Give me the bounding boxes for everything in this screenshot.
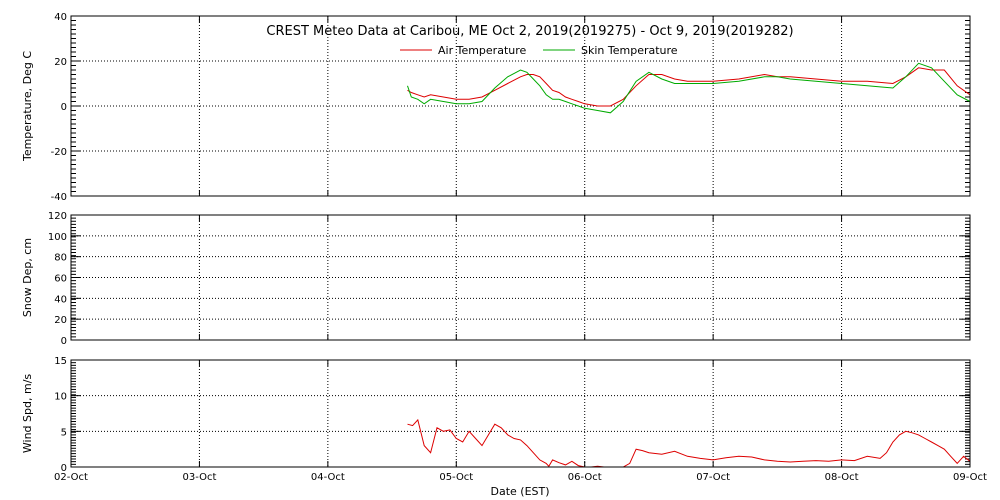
x-tick-label-6: 08-Oct [825,472,859,483]
chart-title: CREST Meteo Data at Caribou, ME Oct 2, 2… [266,24,793,39]
x-tick-label-4: 06-Oct [568,472,602,483]
panel2-series-0 [407,418,971,468]
panel0-y-tick-label-2: 0 [61,102,67,113]
panel0-y-axis-title: Temperature, Deg C [21,51,34,162]
panel0-series-1 [407,62,971,114]
x-tick-label-5: 07-Oct [696,472,730,483]
panel1-y-axis-title: Snow Dep, cm [21,238,34,317]
panel1-y-tick-label-6: 120 [48,211,67,222]
panel2-frame [70,359,971,468]
panel2-y-tick-label-0: 0 [61,463,67,474]
plot-layer: -40 -20 0 20 40 Temperature, Deg C 0 20 40 60 80 10… [21,12,987,483]
x-tick-label-7: 09-Oct [953,472,987,483]
panel2-y-axis-title: Wind Spd, m/s [21,374,34,454]
x-tick-label-1: 03-Oct [182,472,216,483]
panel2-y-tick-label-3: 15 [54,356,67,367]
panel0-series-0 [407,67,971,107]
panel1-y-tick-label-5: 100 [48,232,67,243]
panel0-y-tick-label-0: -40 [51,192,67,203]
panel1-y-tick-label-2: 40 [54,294,67,305]
panel0-y-tick-label-1: -20 [51,147,67,158]
panel0-y-tick-label-3: 20 [54,57,67,68]
panel1-frame [70,214,971,341]
legend: Air Temperature Skin Temperature [400,44,678,57]
x-axis-title: Date (EST) [490,485,549,498]
legend-label-skin: Skin Temperature [581,44,678,57]
panel1-y-tick-label-0: 0 [61,336,67,347]
x-tick-label-0: 02-Oct [54,472,88,483]
panel2-y-tick-label-1: 5 [61,427,67,438]
panel2-y-tick-label-2: 10 [54,392,67,403]
legend-label-air: Air Temperature [438,44,527,57]
x-tick-label-3: 05-Oct [439,472,473,483]
panel0-y-tick-label-4: 40 [54,12,67,23]
panel1-y-tick-label-4: 80 [54,253,67,264]
panel1-y-tick-label-3: 60 [54,274,67,285]
panel0-frame [70,15,971,197]
panel1-y-tick-label-1: 20 [54,315,67,326]
x-tick-label-2: 04-Oct [311,472,345,483]
